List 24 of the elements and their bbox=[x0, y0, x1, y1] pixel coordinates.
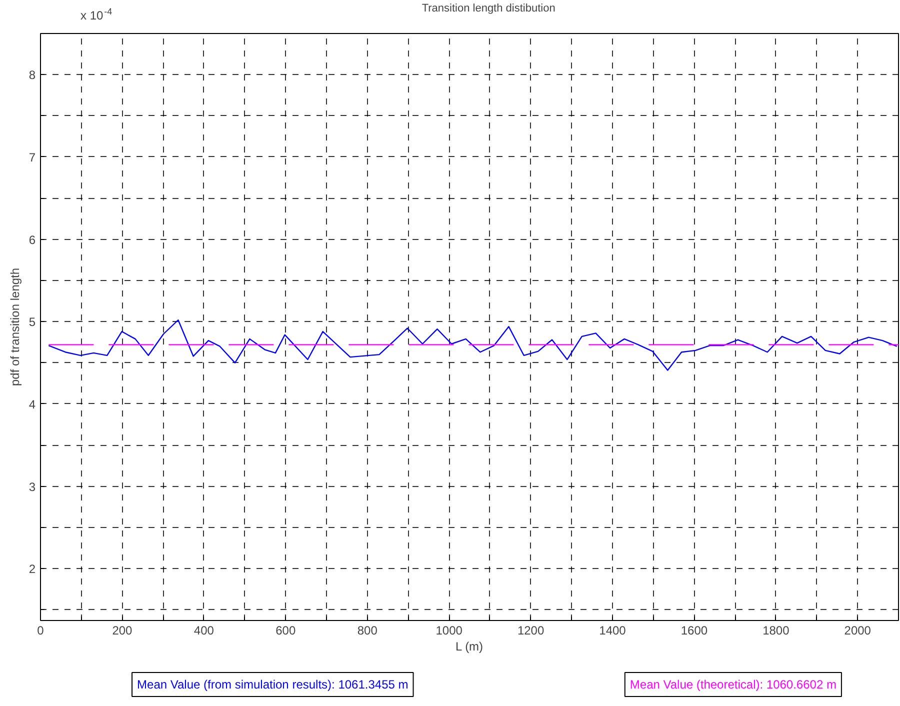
y-tick-label: 2 bbox=[28, 562, 36, 576]
text: Mean Value (theoretical): 1060.6602 m bbox=[630, 678, 836, 692]
x-axis-title: L (m) bbox=[456, 640, 484, 654]
x-tick-label: 1800 bbox=[762, 624, 790, 638]
text: Mean Value (from simulation results): 1061.3455 m bbox=[137, 678, 408, 692]
y-tick-label: 3 bbox=[28, 480, 36, 494]
x-tick-label: 600 bbox=[276, 624, 296, 638]
y-axis-title: pdf of transition length bbox=[8, 268, 22, 386]
x-tick-label: 1600 bbox=[680, 624, 708, 638]
x-tick-label: 1400 bbox=[599, 624, 626, 638]
line-series bbox=[48, 319, 898, 371]
x-tick-label: 400 bbox=[194, 624, 214, 638]
y-tick-label: 4 bbox=[28, 397, 36, 412]
x-tick-label: 2000 bbox=[844, 624, 872, 638]
y-tick-label: 8 bbox=[28, 68, 36, 82]
y-tick-label: 7 bbox=[28, 150, 36, 164]
y-tick-label: 5 bbox=[28, 315, 36, 330]
chart-title: Transition length distibution bbox=[422, 2, 556, 14]
x-tick-label: 0 bbox=[37, 624, 44, 638]
y-tick-label: 6 bbox=[28, 232, 36, 247]
x-tick-label: 800 bbox=[357, 624, 378, 638]
x-tick-label: 200 bbox=[112, 624, 133, 638]
x-tick-label: 1200 bbox=[517, 624, 544, 638]
x-tick-label: 1000 bbox=[436, 624, 463, 638]
